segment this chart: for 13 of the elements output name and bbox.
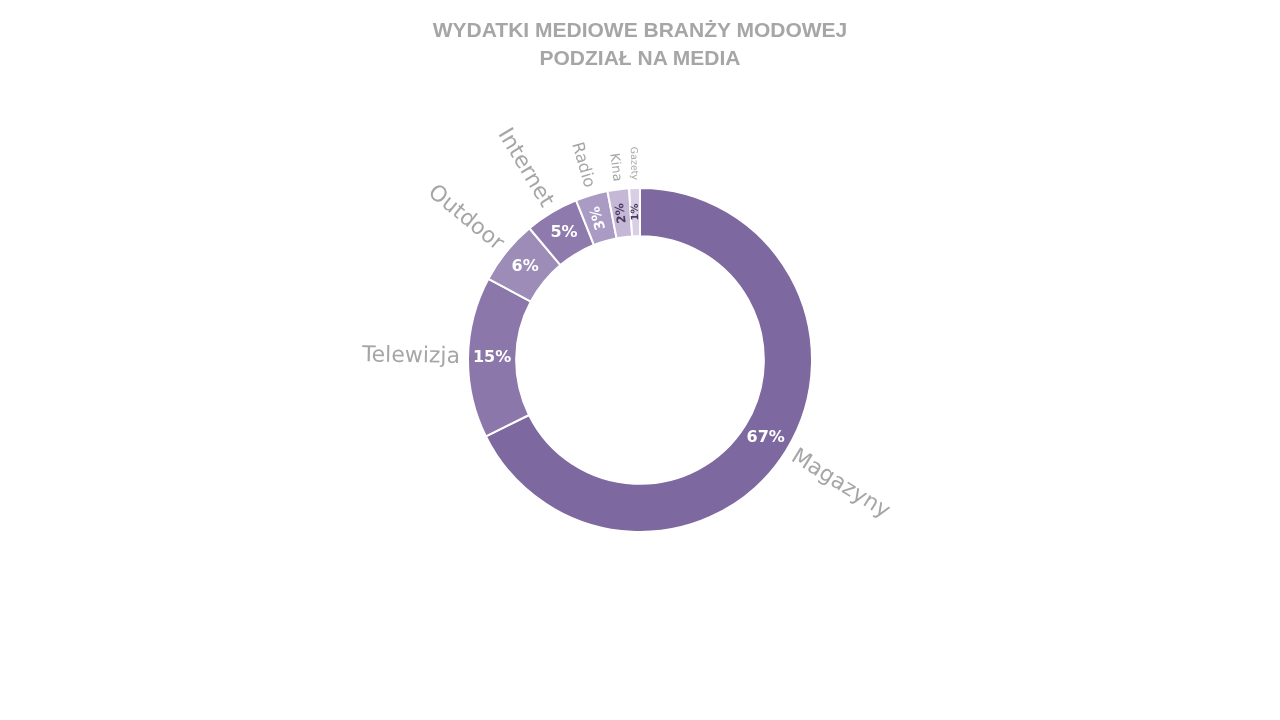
slice-label: Telewizja xyxy=(360,341,461,368)
slice-label: Radio xyxy=(568,139,600,190)
data-label: 6% xyxy=(511,255,539,275)
data-label: 5% xyxy=(550,222,578,242)
chart-subtitle: PODZIAŁ NA MEDIA xyxy=(538,45,742,71)
data-label: 3% xyxy=(586,204,609,233)
data-label: 15% xyxy=(472,346,512,366)
data-label: 67% xyxy=(746,427,785,447)
slice-label: Kina xyxy=(607,152,626,183)
data-label: 2% xyxy=(612,202,629,225)
chart-title: WYDATKI MEDIOWE BRANŻY MODOWEJ xyxy=(431,17,849,43)
data-label: 1% xyxy=(628,203,641,221)
slice-label: Gazety xyxy=(628,146,641,181)
